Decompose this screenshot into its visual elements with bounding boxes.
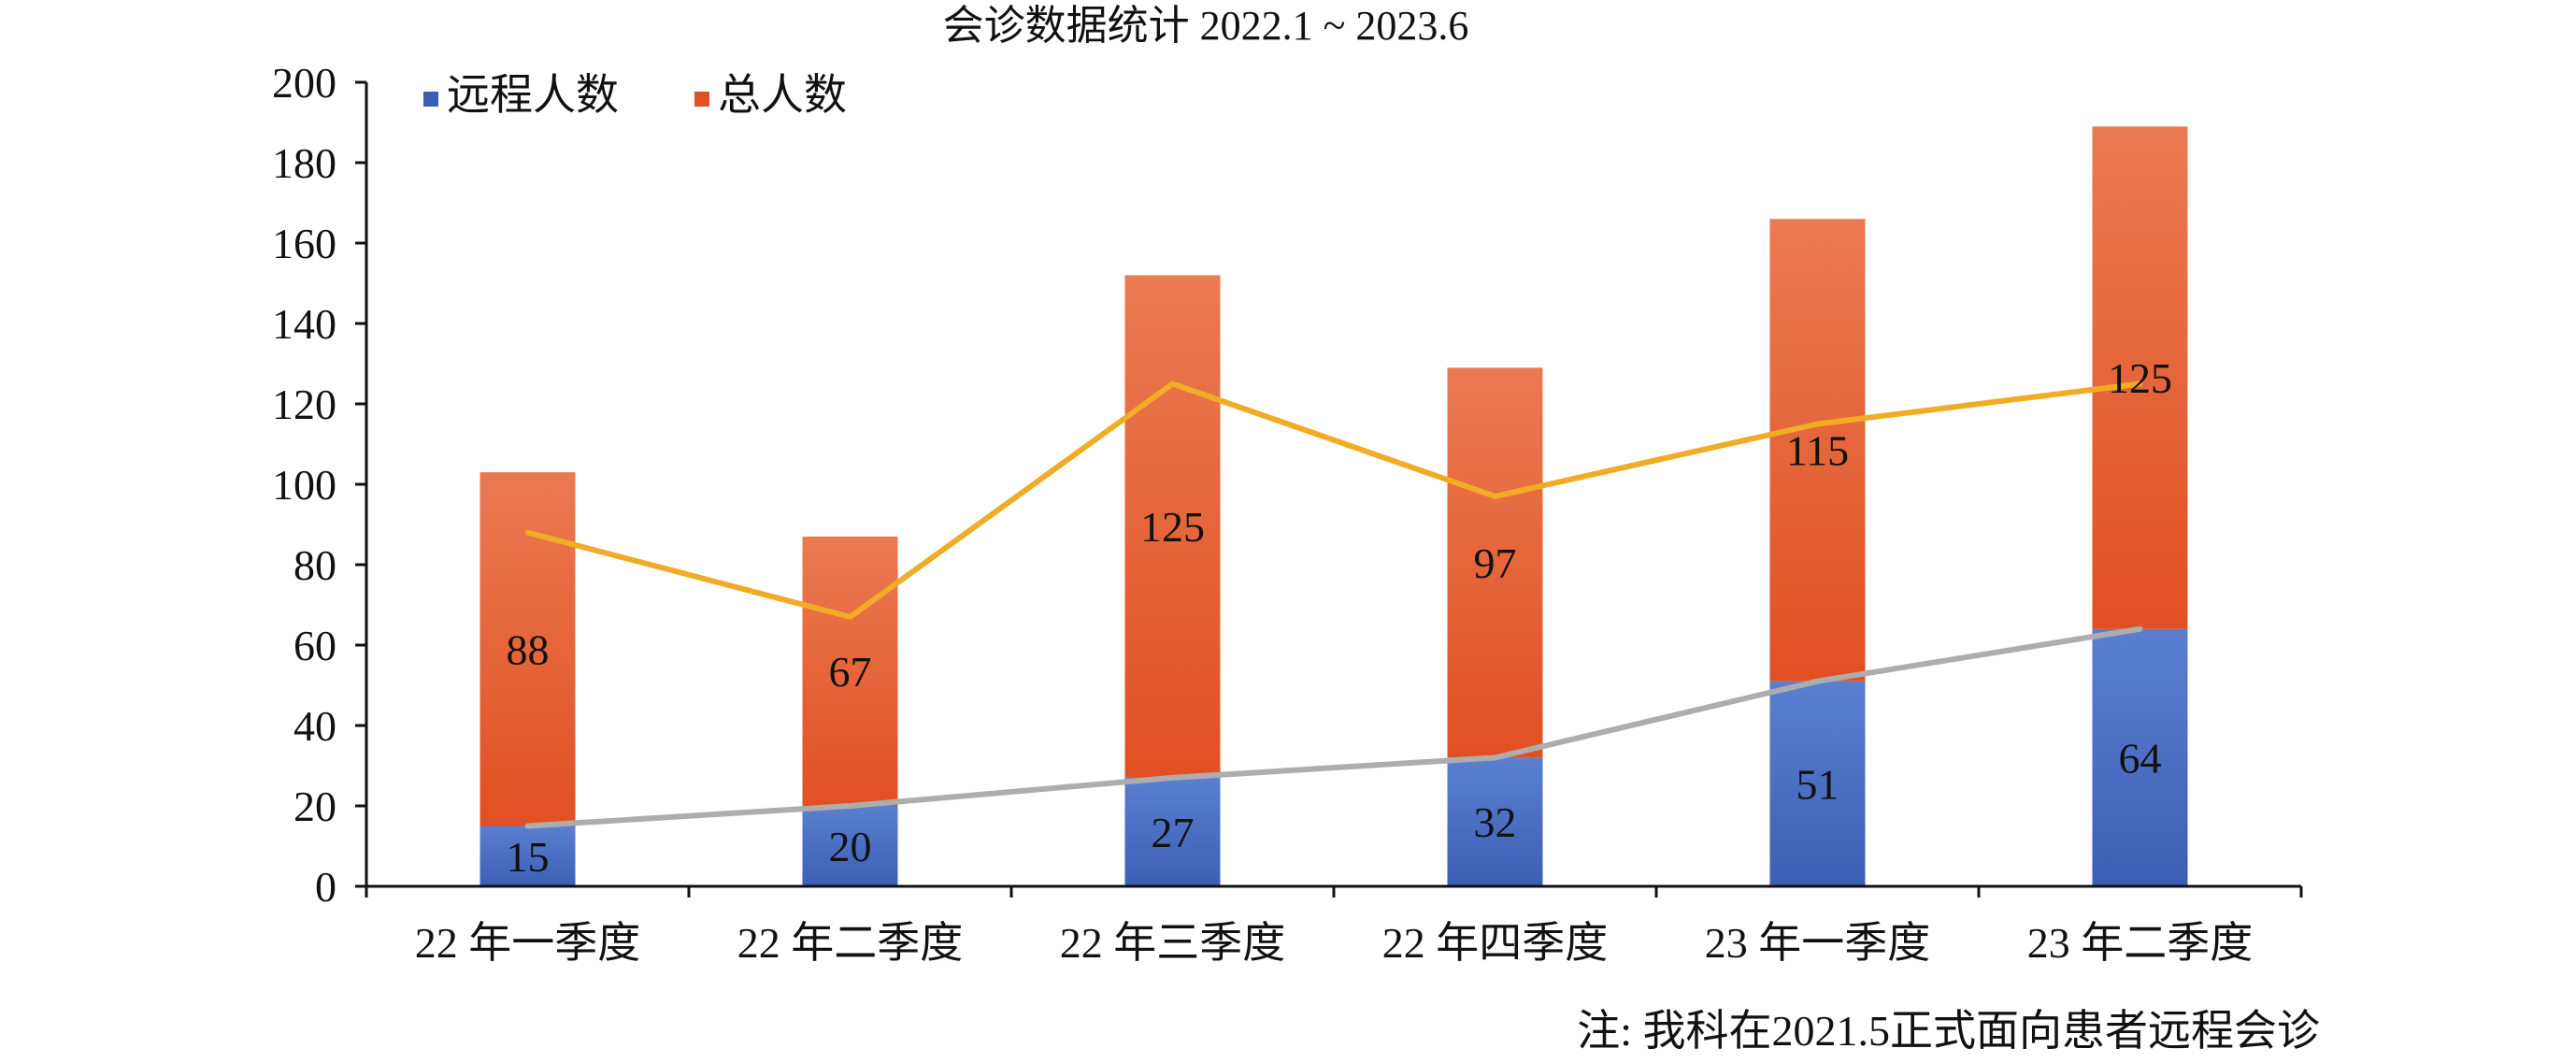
y-tick-label-180: 180: [272, 139, 336, 187]
y-tick-label-140: 140: [272, 300, 336, 348]
y-tick-label-40: 40: [293, 702, 336, 750]
legend: 远程人数 总人数: [423, 71, 847, 119]
legend-total-swatch: [694, 92, 709, 107]
y-tick-label-200: 200: [272, 59, 336, 107]
bar-remote-6: [2092, 628, 2188, 886]
y-tick-label-60: 60: [293, 622, 336, 669]
label-total-4: 97: [1474, 539, 1517, 587]
label-total-2: 67: [829, 648, 872, 696]
legend-total-label: 总人数: [718, 71, 847, 119]
bar-total-4: [1447, 367, 1543, 758]
x-tick-label-6: 23 年二季度: [2027, 919, 2254, 967]
bar-total-3: [1124, 275, 1221, 778]
label-remote-5: 51: [1796, 760, 1839, 808]
y-tick-label-80: 80: [293, 541, 336, 589]
legend-remote-label: 远程人数: [447, 71, 619, 119]
chart-note: 注: 我科在2021.5正式面向患者远程会诊: [1577, 1007, 2320, 1055]
x-tick-label-5: 23 年一季度: [1705, 919, 1931, 967]
y-tick-label-160: 160: [272, 220, 336, 267]
trend-lines: [524, 381, 2143, 829]
bar-remote-1: [479, 826, 576, 886]
label-remote-4: 32: [1474, 798, 1517, 846]
x-tick-label-1: 22 年一季度: [415, 919, 641, 967]
y-tick-label-0: 0: [315, 863, 336, 911]
data-labels: 15 88 20 67 27 125 32 97 51 115 64 125: [507, 354, 2173, 881]
label-remote-3: 27: [1152, 809, 1195, 856]
bar-remote-3: [1124, 777, 1221, 886]
bar-remote-2: [802, 806, 898, 886]
y-tick-label-20: 20: [293, 783, 336, 830]
line-remote: [524, 625, 2143, 829]
chart-title: 会诊数据统计 2022.1 ~ 2023.6: [943, 3, 1469, 49]
x-tick-label-3: 22 年三季度: [1060, 919, 1286, 967]
bar-remote-5: [1769, 681, 1866, 886]
label-total-5: 115: [1786, 426, 1849, 474]
bars: [479, 126, 2188, 886]
label-remote-1: 15: [507, 833, 550, 881]
bar-total-6: [2092, 126, 2188, 629]
label-total-1: 88: [507, 625, 550, 673]
bar-total-2: [802, 536, 898, 806]
y-tick-label-120: 120: [272, 381, 336, 428]
label-total-3: 125: [1140, 503, 1205, 551]
y-tick-label-100: 100: [272, 461, 336, 509]
bar-remote-4: [1447, 757, 1543, 886]
x-tick-label-2: 22 年二季度: [737, 919, 964, 967]
label-total-6: 125: [2108, 354, 2172, 402]
axes: 0 20 40 60 80 100 120 140 160 180 200 22 年一季度 22 年二季…: [272, 59, 2303, 967]
label-remote-2: 20: [829, 823, 872, 870]
line-total: [524, 381, 2143, 620]
bar-total-5: [1769, 219, 1866, 682]
legend-remote-swatch: [423, 92, 438, 107]
label-remote-6: 64: [2119, 734, 2162, 782]
x-tick-label-4: 22 年四季度: [1382, 919, 1609, 967]
